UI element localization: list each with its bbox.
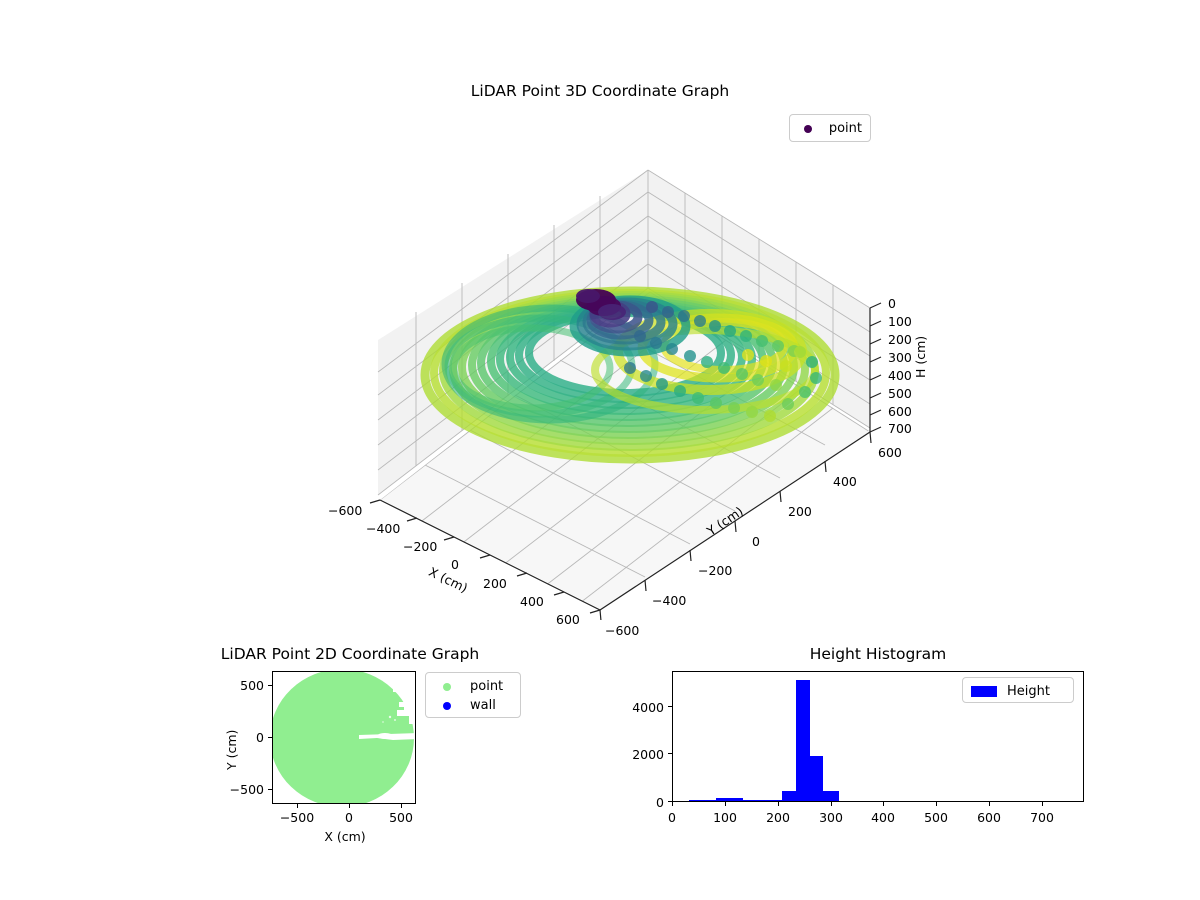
plot3d-ztick-4: 400 — [888, 368, 912, 383]
hist-xtickmark-600 — [989, 802, 991, 806]
plot3d-ztick-6: 600 — [888, 404, 912, 419]
plot3d-ztick-7: 700 — [888, 421, 912, 436]
histogram-bar — [716, 798, 730, 801]
hist-xtickmark-500 — [936, 802, 938, 806]
plot2d-ytick-2: 500 — [240, 678, 264, 693]
histogram-bars — [673, 672, 1083, 801]
plot3d-ztick-3: 300 — [888, 350, 912, 365]
plot3d-xtick-6: 600 — [556, 612, 580, 627]
hist-ytick-0: 0 — [656, 795, 664, 810]
plot2d-xtick-1: 0 — [345, 810, 353, 825]
histogram-bar — [796, 680, 810, 801]
hist-ytick-2: 4000 — [632, 700, 664, 715]
point-marker-icon — [434, 682, 460, 691]
plot3d-ytick-2: −200 — [698, 563, 733, 578]
plot3d-xtick-0: −600 — [328, 503, 363, 518]
plot2d-xlabel: X (cm) — [324, 829, 366, 844]
plot2d-ylabel: Y (cm) — [224, 729, 239, 770]
plot3d-title: LiDAR Point 3D Coordinate Graph — [470, 82, 730, 100]
legend-item-point-2d: point — [434, 677, 512, 696]
plot3d-ytick-4: 200 — [788, 504, 812, 519]
plot2d-ytick-0: −500 — [229, 782, 264, 797]
legend-item-height: Height — [971, 682, 1065, 701]
histogram-bar — [809, 755, 824, 801]
plot3d-legend: point — [789, 114, 871, 142]
plot3d-xtick-1: −400 — [366, 521, 401, 536]
plot2d-ytickmark-500 — [268, 685, 272, 687]
plot3d-ytick-5: 400 — [833, 474, 857, 489]
histogram-bar — [702, 799, 717, 801]
hist-xtickmark-400 — [883, 802, 885, 806]
hist-xtick-1: 100 — [713, 810, 737, 825]
hist-ytickmark-4000 — [668, 706, 672, 708]
hist-xtickmark-0 — [672, 802, 674, 806]
hist-xtick-6: 600 — [977, 810, 1001, 825]
histogram-title: Height Histogram — [809, 645, 947, 663]
histogram-bar — [757, 799, 771, 801]
histogram-bar — [770, 799, 783, 801]
histogram-bar — [823, 790, 839, 801]
hist-xtick-5: 500 — [924, 810, 948, 825]
legend-label-wall: wall — [470, 698, 496, 713]
hist-xtickmark-300 — [831, 802, 833, 806]
histogram-bar — [688, 799, 703, 801]
plot3d-ytick-3: 0 — [752, 534, 760, 549]
plot2d-xtickmark-500 — [401, 804, 403, 808]
histogram-bar — [782, 790, 796, 801]
plot3d-ytick-0: −600 — [605, 623, 640, 638]
plot3d-ztick-0: 0 — [888, 296, 896, 311]
plot2d-xtickmark-0 — [349, 804, 351, 808]
legend-label-point-2d: point — [470, 679, 504, 694]
height-patch-icon — [971, 686, 997, 697]
plot3d-ytick-1: −400 — [652, 593, 687, 608]
point-cloud-3d — [420, 286, 840, 464]
legend-item-point: point — [798, 119, 862, 138]
plot3d-xtick-2: −200 — [403, 539, 438, 554]
plot3d-xtick-4: 200 — [483, 576, 507, 591]
plot2d-ytick-1: 0 — [256, 730, 264, 745]
hist-xtickmark-700 — [1042, 802, 1044, 806]
plot3d-xtick-3: 0 — [451, 557, 459, 572]
plot3d-zlabel: H (cm) — [913, 335, 928, 378]
hist-xtick-3: 300 — [819, 810, 843, 825]
plot2d-xtick-0: −500 — [279, 810, 315, 825]
plot2d-axes — [272, 671, 416, 804]
plot2d-xtick-2: 500 — [389, 810, 413, 825]
plot3d-xtick-5: 400 — [520, 594, 544, 609]
plot3d-ztick-2: 200 — [888, 332, 912, 347]
plot3d-canvas — [369, 169, 882, 620]
plot3d-ytick-6: 600 — [878, 445, 902, 460]
hist-ytick-1: 2000 — [632, 747, 664, 762]
point-marker-icon — [798, 124, 819, 133]
hist-xtick-4: 400 — [871, 810, 895, 825]
plot2d-xtickmark-neg500 — [297, 804, 299, 808]
plot2d-ytickmark-0 — [268, 737, 272, 739]
plot2d-ytickmark-neg500 — [268, 789, 272, 791]
histogram-legend: Height — [962, 677, 1074, 703]
plot3d-ztick-1: 100 — [888, 314, 912, 329]
hist-xtick-7: 700 — [1030, 810, 1054, 825]
hist-xtick-0: 0 — [668, 810, 676, 825]
hist-ytickmark-2000 — [668, 753, 672, 755]
plot2d-canvas — [273, 672, 415, 803]
legend-item-wall: wall — [434, 696, 512, 715]
hist-xtickmark-200 — [778, 802, 780, 806]
hist-xtickmark-100 — [725, 802, 727, 806]
wall-marker-icon — [434, 701, 460, 710]
plot2d-legend: point wall — [425, 672, 521, 718]
plot3d-axes: −600 −400 −200 0 200 400 600 −600 −400 −… — [300, 140, 928, 638]
histogram-bar — [729, 798, 744, 801]
histogram-bar — [743, 799, 758, 801]
plot2d-title: LiDAR Point 2D Coordinate Graph — [220, 645, 480, 663]
legend-label-point: point — [828, 121, 862, 136]
legend-label-height: Height — [1007, 684, 1050, 699]
plot3d-ztick-5: 500 — [888, 386, 912, 401]
hist-xtick-2: 200 — [766, 810, 790, 825]
hist-ytickmark-0 — [668, 801, 672, 803]
